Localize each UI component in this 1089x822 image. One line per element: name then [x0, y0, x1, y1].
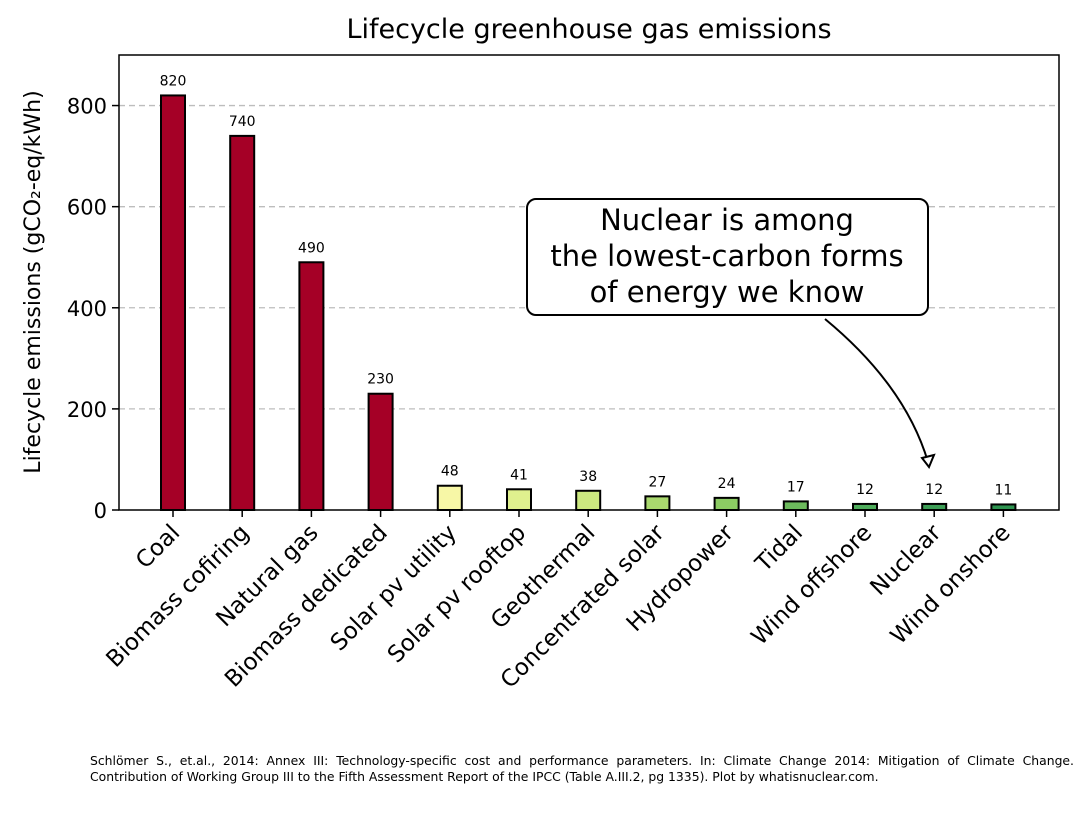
bar-coal	[160, 94, 186, 511]
annotation-arrowhead	[920, 453, 936, 469]
x-tick-label: Tidal	[750, 520, 808, 578]
y-tick-label: 400	[67, 297, 107, 321]
data-label: 230	[367, 372, 394, 388]
bar-wind-onshore	[990, 503, 1017, 512]
bar-natural-gas	[298, 261, 325, 511]
annotation-text: Nuclear is among the lowest-carbon forms o…	[550, 203, 903, 309]
data-label: 12	[856, 482, 874, 498]
bar-nuclear	[921, 502, 948, 511]
y-tick-label: 200	[67, 398, 107, 422]
bar-wind-offshore	[852, 502, 878, 511]
y-tick-label: 800	[67, 95, 107, 119]
source-citation: Schlömer S., et.al., 2014: Annex III: Te…	[90, 753, 1074, 784]
plot-frame	[118, 54, 1060, 511]
annotation-line: of energy we know	[590, 275, 865, 309]
bar-solar-pv-rooftop	[506, 488, 532, 511]
data-label: 48	[441, 464, 459, 480]
data-label: 27	[648, 474, 666, 490]
bar-solar-pv-utility	[436, 484, 463, 512]
bar-biomass-dedicated	[367, 392, 394, 512]
x-tick-label: Coal	[131, 520, 185, 574]
data-label: 12	[925, 482, 943, 498]
x-tick-label: Wind onshore	[886, 520, 1016, 650]
bar-tidal	[782, 500, 809, 511]
data-label: 24	[718, 476, 736, 492]
data-label: 740	[229, 114, 256, 130]
x-tick-label: Solar pv utility	[326, 520, 462, 656]
bar-hydropower	[713, 496, 740, 512]
annotation-line: the lowest-carbon forms	[550, 239, 903, 273]
chart-title: Lifecycle greenhouse gas emissions	[346, 14, 831, 45]
bar-geothermal	[575, 489, 602, 511]
annotation-arrow	[824, 318, 929, 463]
bar-concentrated-solar	[644, 495, 671, 512]
bar-biomass-cofiring	[229, 134, 256, 511]
data-label: 11	[994, 482, 1012, 498]
annotation-box	[526, 198, 929, 316]
y-axis-label: Lifecycle emissions (gCO₂-eq/kWh)	[21, 90, 46, 473]
y-tick-label: 600	[67, 196, 107, 220]
data-label: 17	[787, 479, 805, 495]
y-tick-label: 0	[94, 499, 107, 523]
annotation-callout: Nuclear is among the lowest-carbon forms o…	[526, 198, 936, 469]
annotation-line: Nuclear is among	[600, 203, 854, 237]
data-label: 820	[160, 73, 187, 89]
data-label: 490	[298, 240, 325, 256]
data-label: 41	[510, 467, 528, 483]
data-labels: 820 740 490 230 48 41 38 27 24 17 12 12 11	[160, 73, 1013, 498]
y-axis-ticks: 0 200 400 600 800	[67, 95, 119, 523]
x-tick-label: Wind offshore	[747, 520, 878, 651]
data-label: 38	[579, 469, 597, 485]
